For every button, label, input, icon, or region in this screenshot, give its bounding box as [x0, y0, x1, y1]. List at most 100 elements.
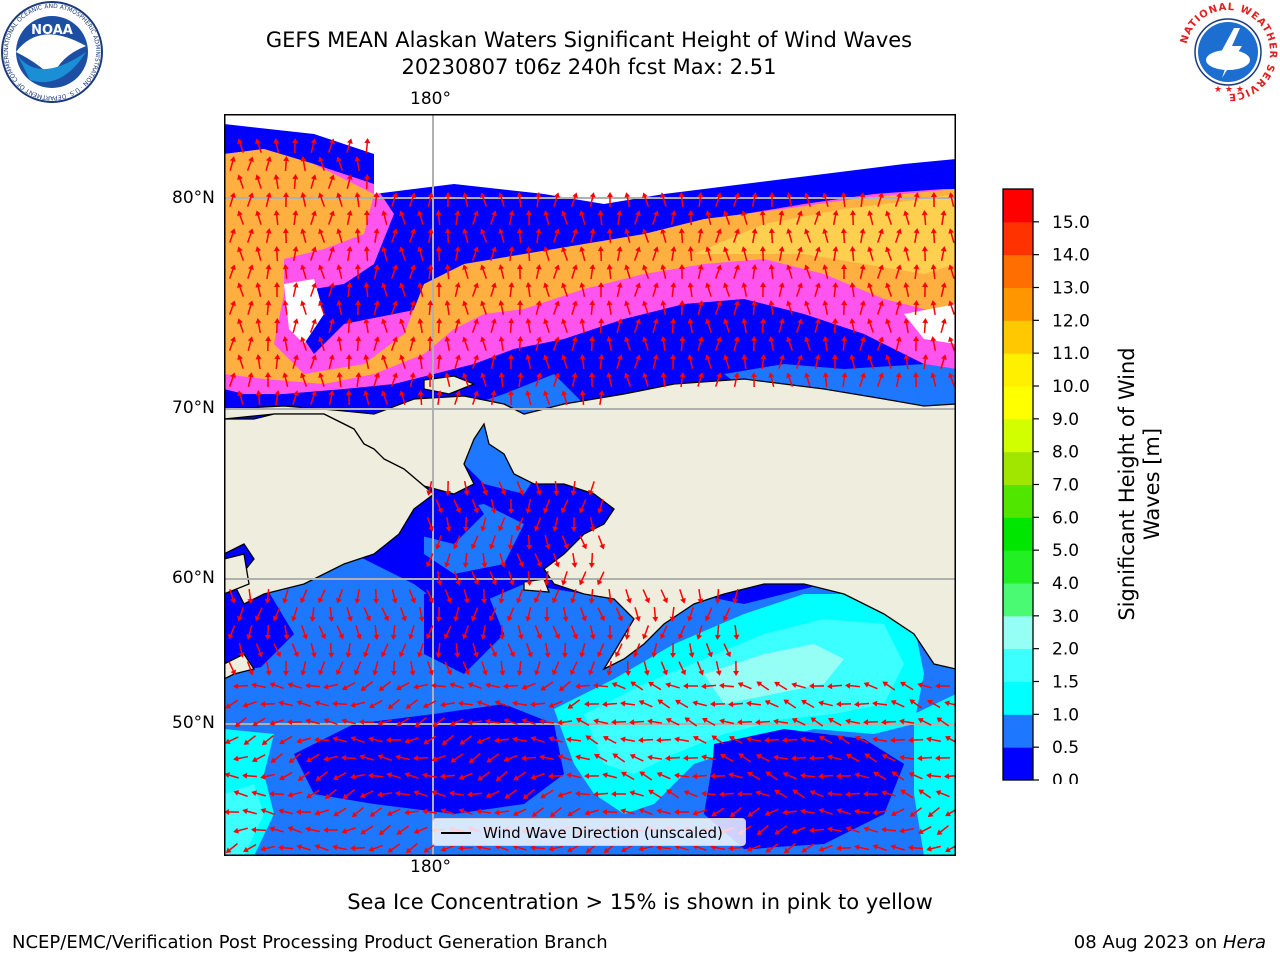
- wave-direction-arrow: [462, 372, 470, 387]
- wave-direction-arrow: [516, 228, 523, 244]
- wave-direction-arrow: [629, 719, 645, 726]
- wave-direction-arrow: [755, 753, 770, 762]
- wave-direction-arrow: [390, 624, 397, 640]
- wave-direction-arrow: [687, 210, 694, 226]
- wave-direction-arrow: [399, 354, 406, 369]
- wave-direction-arrow: [705, 643, 713, 658]
- wave-direction-arrow: [513, 771, 527, 781]
- wave-direction-arrow: [417, 246, 424, 261]
- wave-direction-arrow: [678, 228, 685, 244]
- wave-direction-arrow: [774, 681, 788, 691]
- wave-direction-arrow: [616, 246, 623, 262]
- land: [224, 375, 956, 680]
- wave-direction-arrow: [354, 156, 361, 172]
- wave-direction-arrow: [741, 354, 748, 370]
- wave-direction-arrow: [589, 336, 596, 352]
- wave-direction-arrow: [903, 210, 910, 225]
- wave-direction-arrow: [539, 718, 555, 725]
- wave-direction-arrow: [387, 843, 401, 853]
- wave-direction-arrow: [719, 682, 735, 689]
- wave-direction-arrow: [606, 228, 613, 244]
- wave-direction-arrow: [584, 701, 600, 708]
- wave-direction-arrow: [715, 661, 722, 676]
- wind-wave-direction-arrows: [224, 138, 956, 854]
- wave-direction-arrow: [462, 625, 470, 640]
- wave-direction-arrow: [273, 246, 280, 262]
- wave-direction-arrow: [795, 354, 803, 369]
- wave-direction-arrow: [786, 228, 793, 243]
- wave-direction-arrow: [714, 300, 722, 315]
- wave-direction-arrow: [363, 390, 370, 405]
- wave-direction-arrow: [273, 210, 280, 226]
- wave-direction-arrow: [765, 843, 779, 853]
- wave-direction-arrow: [273, 643, 281, 658]
- wave-direction-arrow: [849, 318, 856, 334]
- wave-direction-arrow: [854, 735, 869, 744]
- wave-direction-arrow: [642, 228, 650, 243]
- wave-direction-arrow: [292, 390, 299, 405]
- wave-direction-arrow: [309, 390, 317, 405]
- wave-direction-arrow: [678, 625, 686, 640]
- wave-direction-arrow: [863, 682, 878, 690]
- wave-direction-arrow: [274, 318, 281, 334]
- wave-direction-arrow: [607, 192, 614, 208]
- wave-direction-arrow: [418, 606, 425, 622]
- wave-direction-arrow: [508, 318, 515, 334]
- wave-direction-arrow: [936, 825, 949, 835]
- wave-direction-arrow: [930, 300, 937, 316]
- wave-direction-arrow: [584, 773, 600, 780]
- colorbar-tick-label: 1.0: [1052, 705, 1079, 725]
- wave-direction-arrow: [711, 807, 725, 817]
- wave-direction-arrow: [791, 755, 807, 762]
- wave-direction-arrow: [373, 228, 380, 244]
- wave-direction-arrow: [503, 754, 518, 762]
- wave-direction-arrow: [926, 845, 941, 852]
- wave-direction-arrow: [471, 499, 479, 514]
- wave-direction-arrow: [381, 607, 389, 622]
- wave-direction-arrow: [499, 624, 506, 640]
- wave-direction-arrow: [426, 517, 434, 532]
- wave-direction-arrow: [678, 661, 686, 676]
- wave-direction-arrow: [270, 753, 283, 763]
- wave-direction-arrow: [660, 589, 668, 604]
- wave-direction-arrow: [728, 701, 744, 708]
- wave-direction-arrow: [553, 480, 560, 496]
- wave-direction-arrow: [913, 264, 920, 280]
- wave-direction-arrow: [751, 336, 758, 352]
- wave-direction-arrow: [737, 790, 753, 797]
- colorbar: 0.0 0.5 1.0 1.5 2.0 3.0 4.0 5.0 6.0 7.0 8.0 9.0 10.0…: [1002, 188, 1090, 784]
- wave-direction-arrow: [711, 735, 725, 745]
- wave-direction-arrow: [489, 643, 497, 658]
- wave-direction-arrow: [602, 735, 617, 744]
- wave-direction-arrow: [440, 844, 455, 852]
- wave-direction-arrow: [648, 789, 662, 799]
- wave-direction-arrow: [481, 588, 488, 604]
- wave-direction-arrow: [369, 699, 383, 709]
- wave-direction-arrow: [593, 718, 608, 725]
- wave-direction-arrow: [440, 808, 455, 815]
- wave-direction-arrow: [498, 192, 505, 207]
- wave-direction-arrow: [435, 535, 442, 550]
- wave-direction-arrow: [530, 736, 545, 744]
- wave-direction-arrow: [660, 625, 668, 640]
- wave-direction-arrow: [390, 336, 398, 351]
- wave-direction-arrow: [598, 318, 605, 334]
- wave-direction-arrow: [759, 210, 766, 226]
- wave-direction-arrow: [463, 589, 470, 604]
- colorbar-tick-label: 8.0: [1052, 443, 1079, 463]
- wave-direction-arrow: [903, 318, 910, 334]
- wave-direction-arrow: [606, 300, 613, 316]
- wave-direction-arrow: [318, 589, 326, 604]
- wave-direction-arrow: [638, 700, 653, 708]
- wave-direction-arrow: [705, 607, 713, 622]
- wave-direction-arrow: [346, 138, 353, 153]
- wave-direction-arrow: [840, 264, 847, 280]
- wave-direction-arrow: [579, 246, 586, 261]
- wave-direction-arrow: [381, 318, 388, 333]
- wave-direction-arrow: [228, 336, 236, 351]
- wave-direction-arrow: [471, 354, 479, 369]
- wave-direction-arrow: [399, 282, 407, 297]
- wave-direction-arrow: [579, 643, 586, 658]
- wave-direction-arrow: [589, 228, 596, 244]
- wave-direction-arrow: [444, 553, 451, 568]
